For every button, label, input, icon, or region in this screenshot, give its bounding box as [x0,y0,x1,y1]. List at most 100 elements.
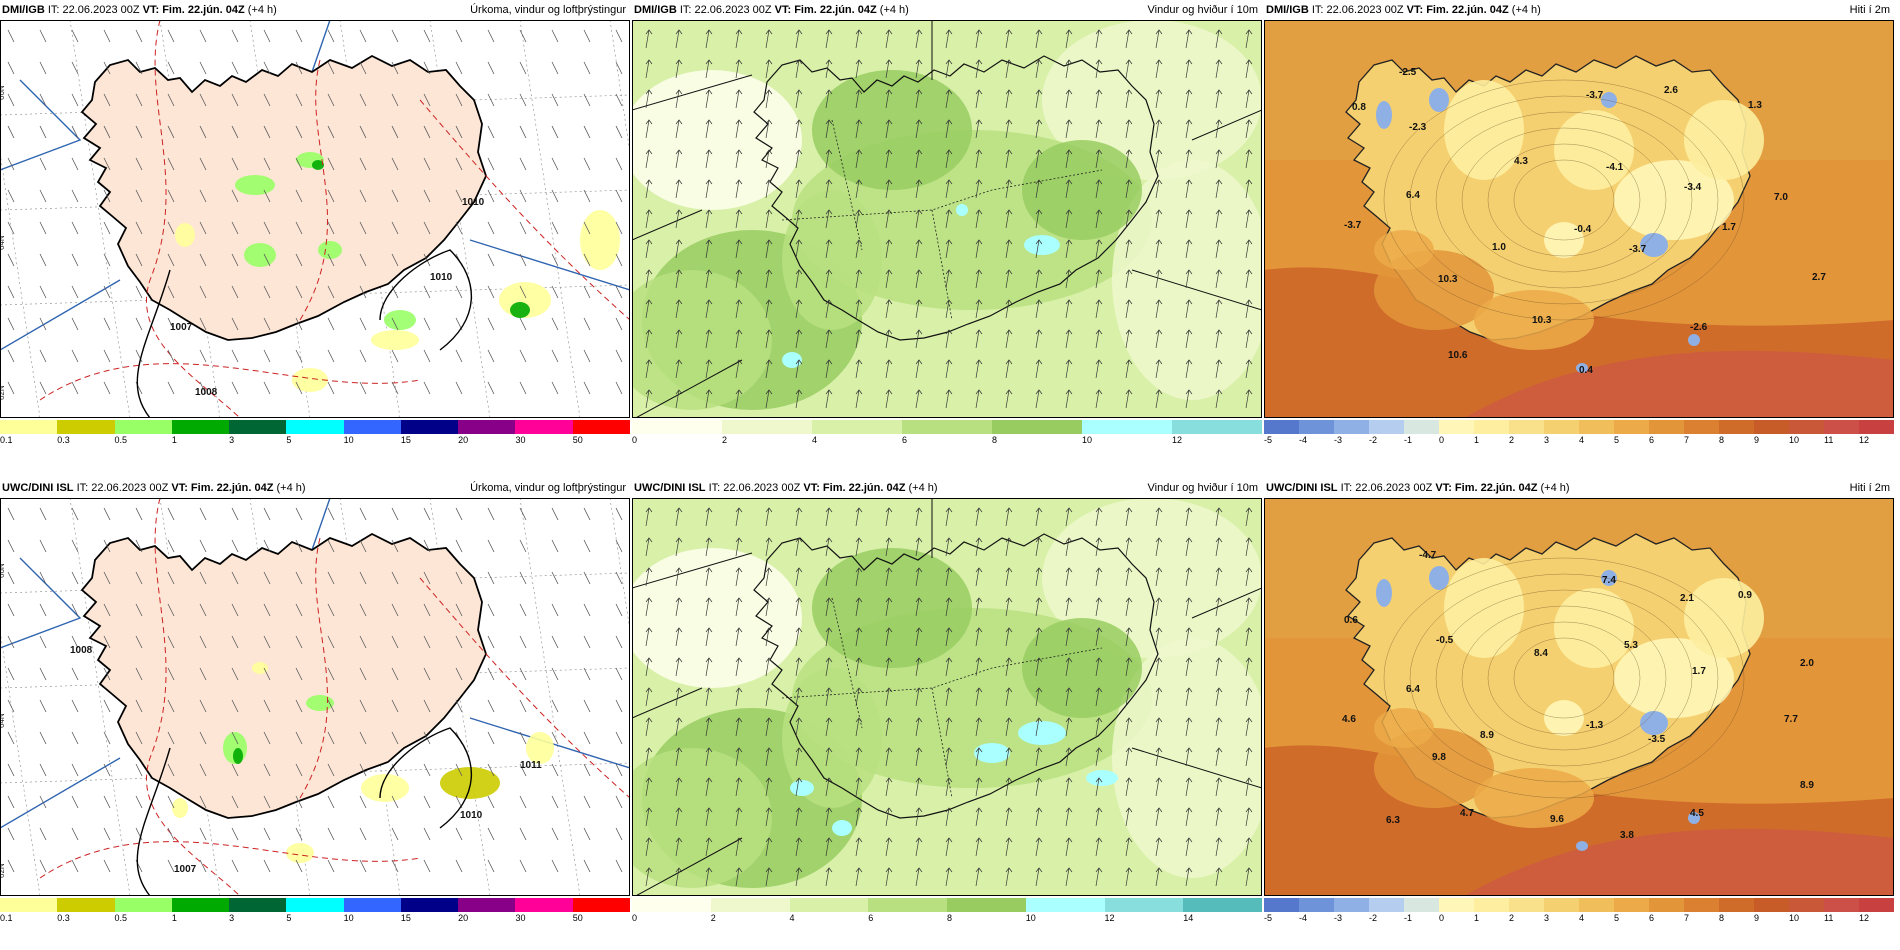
iceland-landmass [80,532,487,819]
temperature-label: -4.1 [1606,162,1624,173]
colorbar-swatch [1439,898,1474,912]
valid-time: VT: Fim. 22.jún. 04Z [171,482,274,494]
temperature-label: -1.3 [1586,720,1604,731]
isobar-label: 1008 [70,645,93,656]
colorbar-tick-label: 5 [1614,913,1620,923]
colorbar-tick-label: 4 [1579,435,1585,445]
colorbar-swatch [1509,898,1544,912]
isobar-label: 1011 [520,760,542,771]
colorbar-swatch [572,898,630,912]
temperature-label: 4.3 [1514,156,1528,167]
colorbar-swatch [1859,420,1894,434]
colorbar-tick-label: 15 [400,913,411,923]
colorbar-tick-label: 7 [1684,913,1690,923]
iceland-landmass [80,54,487,341]
iceland-coastline [753,533,1159,819]
temperature-label: 2.6 [1664,85,1678,96]
isobar-label: 1007 [170,322,193,333]
temperature-label: 4.7 [1460,808,1474,819]
precip-map: 1007 1008 1010 1010 66N 64N 62N [0,20,630,418]
colorbar-swatch [1334,420,1369,434]
temperature-label: -3.7 [1586,90,1604,101]
colorbar-tick-label: 8 [1719,913,1725,923]
colorbar-tick-label: 12 [1104,913,1115,923]
lead-time: (+4 h) [1540,482,1570,494]
panel-header: DMI/IGB IT: 22.06.2023 00Z VT: Fim. 22.j… [632,0,1262,20]
temperature-label: -3.4 [1684,182,1702,193]
colorbar-swatch [171,420,230,434]
temperature-label: -0.5 [1436,635,1454,646]
wind-map [632,498,1262,896]
panel-title: Úrkoma, vindur og loftþrýstingur [470,4,626,16]
colorbar-tick-label: 1 [171,435,177,445]
colorbar-swatch [458,898,516,912]
latitude-label: 64N [0,713,6,728]
temperature-label: 7.7 [1784,714,1798,725]
colorbar-tick-label: 20 [458,913,469,923]
temperature-label: -2.6 [1690,322,1708,333]
colorbar-swatch [229,420,287,434]
colorbar-swatch [1439,420,1474,434]
colorbar-swatch [1754,420,1789,434]
temperature-label: -0.4 [1574,224,1592,235]
colorbar-swatch [1579,898,1614,912]
colorbar-tick-label: 0.5 [114,435,128,445]
colorbar-tick-label: 1 [1474,913,1480,923]
wind-field [632,498,1262,896]
isobar-labels: 1007 1008 1010 1010 [170,197,485,398]
colorbar-swatch [722,420,812,434]
temperature-label: 2.0 [1800,658,1814,669]
colorbar-tick-label: -4 [1299,435,1308,445]
colorbar-tick-label: 50 [572,435,583,445]
init-time: IT: 22.06.2023 00Z [76,482,169,494]
precip-field [0,498,630,896]
temperature-label: 9.8 [1432,752,1446,763]
model-name: DMI/IGB [2,4,45,16]
wind-map [632,20,1262,418]
colorbar-swatch [458,420,516,434]
colorbar-swatch [1172,420,1262,434]
colorbar-tick-label: 8 [947,913,953,923]
isobar-label: 1008 [195,387,218,398]
precip-colorbar-ticks: 0.1 0.3 0.5 1 3 5 10 15 20 30 50 [0,913,630,927]
panel-header: UWC/DINI ISL IT: 22.06.2023 00Z VT: Fim.… [0,478,630,498]
colorbar-tick-label: 5 [286,435,292,445]
colorbar-swatch [1544,420,1579,434]
colorbar-swatch [114,898,172,912]
colorbar-tick-label: 0.3 [57,913,70,923]
colorbar-swatch [343,898,401,912]
colorbar-tick-label: 7 [1684,435,1690,445]
init-time: IT: 22.06.2023 00Z [1340,482,1433,494]
colorbar-tick-label: 0.1 [0,435,13,445]
panel-title: Vindur og hviður í 10m [1147,482,1258,494]
panel-header: DMI/IGB IT: 22.06.2023 00Z VT: Fim. 22.j… [0,0,630,20]
colorbar-swatch [1104,898,1184,912]
latitude-label: 62N [0,385,6,400]
temperature-label: 10.3 [1532,315,1552,326]
temperature-field [1264,498,1894,896]
colorbar-swatch [1579,420,1614,434]
colorbar-swatch [710,898,790,912]
colorbar-tick-label: 30 [515,913,526,923]
colorbar-swatch [515,420,573,434]
temperature-label: -2.5 [1399,67,1417,78]
colorbar-tick-label: 4 [812,435,818,445]
temperature-label: 6.3 [1386,815,1400,826]
colorbar-tick-label: 50 [572,913,583,923]
model-name: DMI/IGB [1266,4,1309,16]
colorbar-tick-label: 0.1 [0,913,13,923]
colorbar-swatch [812,420,902,434]
colorbar-swatch [1789,898,1824,912]
temperature-label: -3.7 [1629,244,1647,255]
colorbar-tick-label: 14 [1183,913,1194,923]
panel-title: Vindur og hviður í 10m [1147,4,1258,16]
temperature-label: 10.6 [1448,350,1468,361]
colorbar-swatch [229,898,287,912]
colorbar-tick-label: 3 [1544,435,1550,445]
iceland-coastline [753,55,1159,341]
temperature-label: -4.7 [1419,550,1437,561]
colorbar-tick-label: 30 [515,435,526,445]
colorbar-swatch [1754,898,1789,912]
colorbar-tick-label: -2 [1369,913,1378,923]
colorbar-tick-label: 0.3 [57,435,70,445]
